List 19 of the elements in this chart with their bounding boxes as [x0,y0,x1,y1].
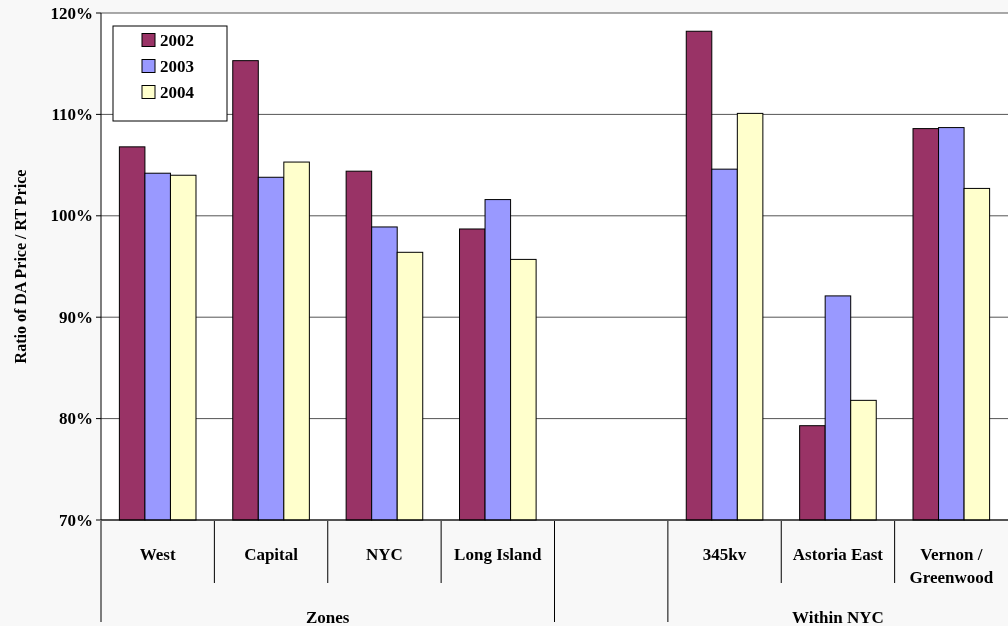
y-tick-label: 120% [50,3,93,23]
x-tick-label: West [139,544,176,564]
y-tick-label: 70% [59,510,93,530]
y-tick-label: 90% [59,307,93,327]
legend-label: 2003 [160,56,194,76]
text: Within NYC [792,607,884,626]
y-axis-title: Ratio of DA Price / RT Price [11,169,29,364]
y-tick-label: 80% [59,409,93,429]
x-tick-label: Capital [244,544,299,564]
x-tick-label: Vernon / Greenwood [909,544,994,587]
text: Zones [306,607,350,626]
x-tick-label: NYC [366,544,403,564]
x-tick-label: 345kv [702,544,747,564]
y-tick-label: 100% [50,206,93,226]
x-tick-label: Astoria East [792,544,884,564]
y-tick-label: 110% [51,104,93,124]
legend-label: 2004 [160,82,195,102]
legend-label: 2002 [160,30,194,50]
x-tick-label: Long Island [454,544,543,564]
